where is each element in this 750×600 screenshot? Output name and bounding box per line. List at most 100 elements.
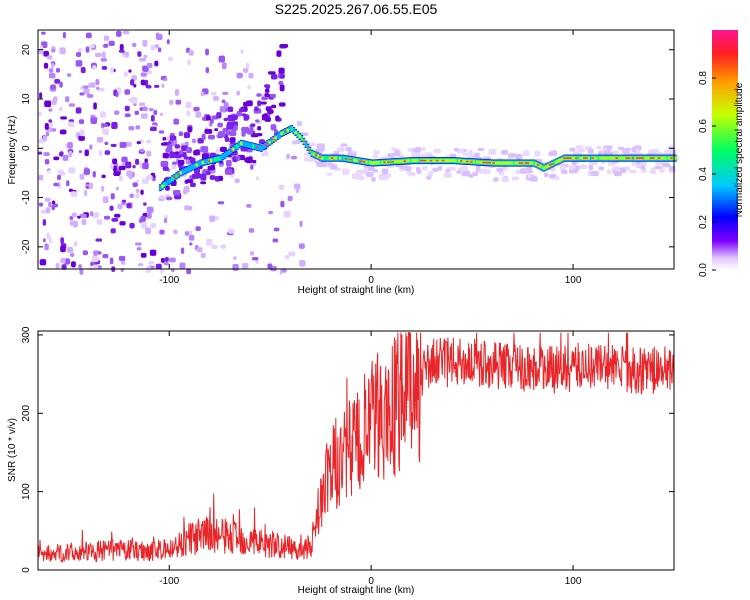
heatmap-cell: [573, 156, 576, 160]
heatmap-cell: [148, 260, 155, 265]
heatmap-cell: [607, 156, 610, 160]
heatmap-cell: [153, 84, 160, 88]
heatmap-cells: [38, 30, 680, 275]
heatmap-cell: [164, 256, 169, 262]
heatmap-cell: [474, 152, 480, 159]
heatmap-cell: [416, 168, 422, 175]
heatmap-cell: [79, 268, 84, 275]
heatmap-cell: [60, 258, 66, 264]
heatmap-cell: [581, 156, 584, 160]
heatmap-cell: [393, 160, 396, 164]
heatmap-cell: [315, 149, 323, 154]
heatmap-cell: [382, 170, 388, 175]
heatmap-cell: [143, 202, 147, 206]
heatmap-cell: [650, 167, 656, 173]
heatmap-cell: [195, 111, 202, 118]
heatmap-cell: [674, 156, 677, 160]
heatmap-cell: [543, 172, 549, 178]
heatmap-cell: [38, 151, 43, 155]
heatmap-cell: [219, 106, 227, 113]
heatmap-cell: [595, 156, 598, 160]
heatmap-cell: [153, 109, 158, 116]
heatmap-cell: [500, 161, 503, 165]
heatmap-cell: [53, 182, 60, 187]
heatmap-cell: [149, 126, 157, 132]
heatmap-cell: [300, 136, 304, 141]
heatmap-cell: [227, 149, 231, 155]
heatmap-cell: [203, 159, 207, 165]
heatmap-cell: [132, 164, 136, 169]
heatmap-cell: [169, 177, 172, 184]
heatmap-cell: [169, 135, 177, 141]
heatmap-cell: [205, 67, 210, 74]
heatmap-cell: [136, 179, 140, 183]
heatmap-cell: [270, 124, 277, 131]
heatmap-cell: [517, 155, 522, 161]
heatmap-cell: [520, 162, 524, 164]
heatmap-cell: [280, 200, 285, 208]
heatmap-cell: [579, 164, 588, 169]
heatmap-cell: [174, 144, 181, 149]
heatmap-cell: [113, 171, 121, 177]
heatmap-cell: [160, 268, 164, 274]
heatmap-cell: [145, 227, 152, 235]
heatmap-cell: [468, 160, 471, 164]
heatmap-cell: [559, 165, 566, 171]
heatmap-cell: [135, 158, 140, 165]
heatmap-cell: [120, 260, 126, 265]
heatmap-cell: [205, 48, 209, 56]
heatmap-cell: [471, 171, 479, 177]
heatmap-cell: [419, 159, 423, 162]
heatmap-cell: [255, 176, 260, 181]
heatmap-cell: [274, 136, 277, 140]
heatmap-cell: [215, 157, 219, 162]
heatmap-cell: [310, 151, 314, 156]
heatmap-cell: [172, 190, 181, 196]
heatmap-cell: [615, 157, 619, 159]
heatmap-cell: [246, 62, 250, 69]
heatmap-cell: [78, 150, 83, 154]
heatmap-cell: [304, 156, 309, 162]
heatmap-cell: [488, 150, 497, 155]
heatmap-cell: [200, 91, 205, 97]
heatmap-cell: [478, 160, 481, 164]
heatmap-cell: [299, 260, 306, 267]
heatmap-cell: [195, 226, 201, 232]
heatmap-cell: [189, 242, 193, 246]
heatmap-cell: [320, 156, 324, 160]
heatmap-cell: [241, 113, 247, 117]
heatmap-cell: [510, 161, 514, 165]
colorbar-tick-label: 0.4: [698, 167, 709, 181]
heatmap-cell: [110, 143, 117, 147]
heatmap-cell: [233, 145, 237, 151]
snr-frame: [37, 330, 675, 571]
heatmap-cell: [48, 238, 52, 244]
heatmap-cell: [275, 115, 280, 122]
heatmap-cell: [283, 210, 291, 218]
heatmap-cell: [142, 65, 149, 72]
chart-title: S225.2025.267.06.55.E05: [275, 1, 438, 17]
heatmap-cell: [397, 159, 400, 163]
heatmap-cell: [165, 180, 168, 187]
heatmap-cell: [196, 247, 203, 253]
heatmap-cell: [216, 112, 222, 119]
heatmap-cell: [169, 151, 175, 159]
heatmap-cell: [46, 55, 53, 60]
heatmap-cell: [460, 165, 468, 172]
heatmap-cell: [316, 154, 320, 158]
heatmap-cell: [175, 173, 178, 178]
heatmap-cell: [421, 146, 426, 151]
heatmap-cell: [496, 161, 499, 165]
x-tick-label: -100: [159, 275, 179, 286]
heatmap-cell: [207, 165, 214, 171]
heatmap-cell: [252, 144, 255, 149]
heatmap-cell: [278, 102, 286, 107]
heatmap-cell: [645, 156, 649, 160]
heatmap-cell: [220, 146, 227, 153]
heatmap-cell: [179, 150, 184, 155]
heatmap-cell: [187, 230, 193, 236]
heatmap-cell: [456, 170, 462, 175]
heatmap-cell: [273, 227, 280, 232]
heatmap-cell: [205, 158, 209, 165]
heatmap-cell: [229, 149, 233, 152]
